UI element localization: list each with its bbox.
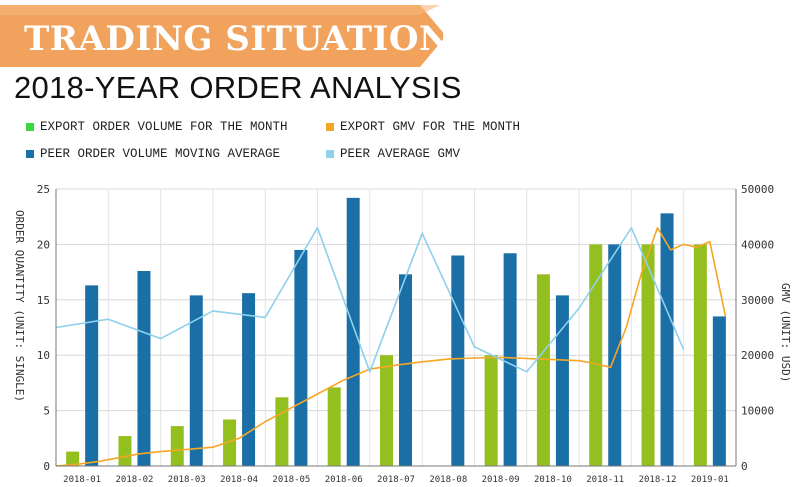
banner-shape	[0, 5, 446, 67]
export-order-volume-bar	[641, 244, 655, 466]
x-tick-label: 2018-09	[482, 475, 520, 485]
peer-order-volume-bar	[346, 197, 360, 466]
export-gmv-line	[55, 227, 727, 467]
legend-label: EXPORT ORDER VOLUME FOR THE MONTH	[40, 120, 288, 134]
x-tick-label: 2018-05	[272, 475, 310, 485]
right-tick-label: 50000	[741, 183, 774, 196]
left-tick-label: 15	[37, 294, 50, 307]
peer-order-volume-bar	[503, 253, 517, 466]
right-tick-label: 40000	[741, 238, 774, 251]
x-tick-label: 2019-01	[691, 475, 729, 485]
right-tick-label: 20000	[741, 349, 774, 362]
x-tick-label: 2018-01	[63, 475, 101, 485]
export-order-volume-bar	[536, 274, 550, 466]
peer-order-volume-bar	[555, 295, 569, 466]
legend-swatch	[326, 150, 334, 158]
legend-swatch	[26, 123, 34, 131]
export-order-volume-bar	[484, 355, 498, 466]
export-order-volume-bar	[170, 426, 184, 466]
right-tick-label: 10000	[741, 405, 774, 418]
x-tick-label: 2018-03	[168, 475, 206, 485]
legend-swatch	[326, 123, 334, 131]
grid-layer	[55, 188, 737, 467]
peer-order-volume-bar	[242, 293, 256, 466]
peer-order-volume-bar	[712, 316, 726, 466]
right-axis-title: GMV (UNIT: USD)	[779, 283, 792, 382]
export-order-volume-bar	[223, 419, 237, 466]
legend-item-export-gmv: EXPORT GMV FOR THE MONTH	[326, 120, 520, 134]
x-tick-label: 2018-11	[586, 475, 624, 485]
left-tick-label: 20	[37, 238, 50, 251]
x-tick-label: 2018-06	[325, 475, 363, 485]
right-tick-label: 0	[741, 460, 748, 473]
x-tick-label: 2018-10	[534, 475, 572, 485]
banner-title: TRADING SITUATION	[24, 19, 451, 59]
export-order-volume-bar	[118, 436, 132, 466]
left-tick-label: 0	[43, 460, 50, 473]
export-order-volume-bar	[66, 451, 80, 466]
peer-order-volume-bar	[660, 213, 674, 466]
legend-swatch	[26, 150, 34, 158]
export-order-volume-bar	[589, 244, 603, 466]
right-tick-label: 30000	[741, 294, 774, 307]
left-tick-label: 5	[43, 405, 50, 418]
legend-item-export-order-volume: EXPORT ORDER VOLUME FOR THE MONTH	[26, 120, 288, 134]
peer-average-gmv-line	[55, 227, 685, 373]
axes-layer: 0 5 10 15 20 25 0 10000 20000 30000 40000 50000 2018…	[37, 183, 774, 485]
x-tick-label: 2018-12	[639, 475, 677, 485]
export-order-volume-bar	[693, 244, 707, 466]
peer-order-volume-bar	[137, 270, 151, 466]
export-order-volume-bar	[275, 397, 289, 466]
left-tick-label: 10	[37, 349, 50, 362]
x-tick-label: 2018-07	[377, 475, 415, 485]
peer-order-volume-bar	[451, 255, 465, 466]
peer-order-volume-bar	[294, 249, 308, 466]
x-tick-label: 2018-02	[115, 475, 153, 485]
legend-label: PEER ORDER VOLUME MOVING AVERAGE	[40, 147, 281, 161]
legend-item-peer-average-gmv: PEER AVERAGE GMV	[326, 147, 460, 161]
x-tick-label: 2018-04	[220, 475, 258, 485]
legend-item-peer-order-volume: PEER ORDER VOLUME MOVING AVERAGE	[26, 147, 280, 161]
page-heading: 2018-YEAR ORDER ANALYSIS	[14, 70, 462, 105]
lines-layer	[55, 227, 727, 467]
x-tick-label: 2018-08	[429, 475, 467, 485]
legend-label: PEER AVERAGE GMV	[340, 147, 461, 161]
peer-order-volume-bar	[399, 274, 412, 466]
left-tick-label: 25	[37, 183, 50, 196]
left-axis-title: ORDER QUANTITY (UNIT: SINGLE)	[13, 210, 26, 402]
export-order-volume-bar	[380, 355, 393, 466]
legend-label: EXPORT GMV FOR THE MONTH	[340, 120, 521, 134]
section-banner: TRADING SITUATION	[0, 5, 450, 67]
peer-order-volume-bar	[85, 285, 99, 466]
peer-order-volume-bar	[189, 295, 203, 466]
bars-layer	[66, 197, 726, 466]
export-order-volume-bar	[327, 387, 341, 466]
